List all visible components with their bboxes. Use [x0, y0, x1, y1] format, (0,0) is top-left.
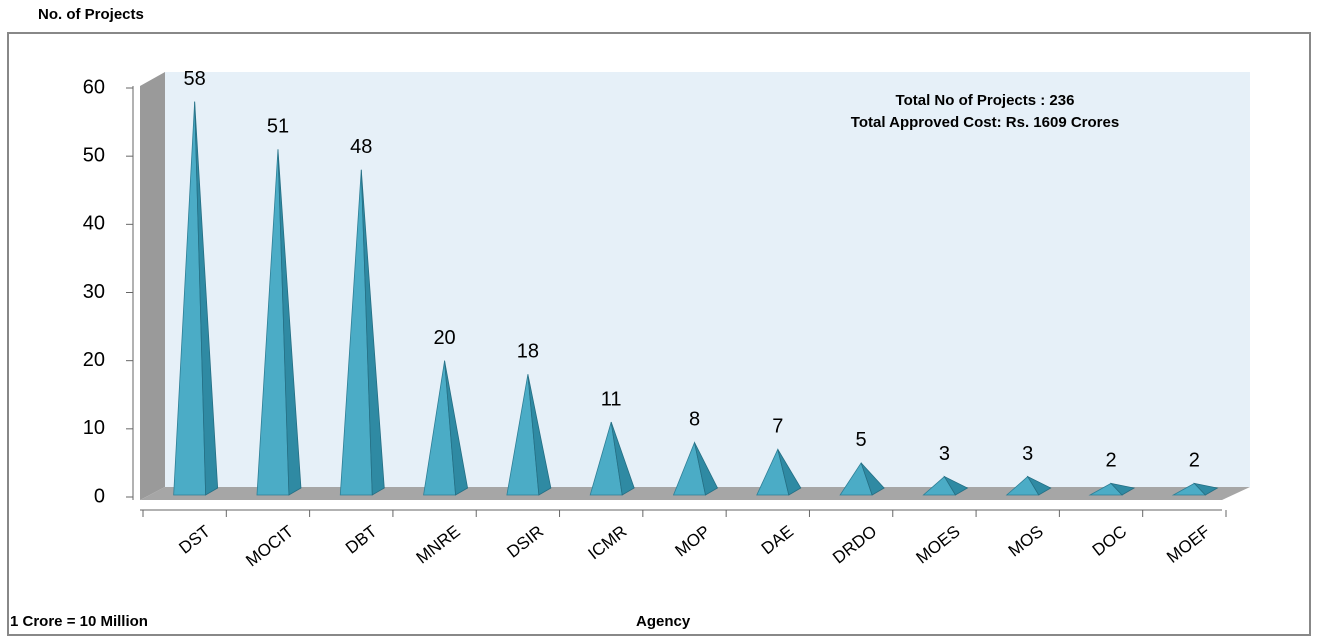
value-label: 48: [350, 136, 372, 158]
pyramid: [1088, 482, 1136, 496]
pyramid-side: [610, 421, 635, 496]
value-label: 5: [856, 429, 867, 451]
value-label: 3: [1022, 443, 1033, 465]
pyramid: [672, 441, 719, 496]
x-axis-label: Agency: [636, 613, 691, 630]
pyramid-side: [360, 169, 385, 496]
pyramid-side: [694, 442, 719, 496]
pyramid-side: [444, 360, 469, 496]
footnote: 1 Crore = 10 Million: [10, 613, 148, 630]
pyramid: [1171, 482, 1219, 496]
pyramid-side: [277, 149, 302, 496]
pyramid: [339, 169, 385, 496]
y-tick-label: 0: [94, 485, 105, 507]
pyramid-side: [527, 374, 552, 496]
pyramid: [423, 360, 469, 496]
pyramid-side: [777, 449, 802, 496]
pyramid: [839, 462, 885, 496]
annotation: Total Approved Cost: Rs. 1609 Crores: [851, 114, 1119, 131]
y-tick-label: 60: [83, 76, 105, 98]
value-label: 2: [1189, 450, 1200, 472]
y-tick-label: 50: [83, 144, 105, 166]
pyramid-side: [860, 462, 885, 496]
pyramid: [922, 475, 969, 496]
value-label: 8: [689, 409, 700, 431]
annotation: Total No of Projects : 236: [896, 92, 1075, 109]
y-tick-label: 30: [83, 281, 105, 303]
y-tick-label: 20: [83, 349, 105, 371]
side-wall: [140, 72, 165, 500]
value-label: 2: [1105, 450, 1116, 472]
value-label: 18: [517, 341, 539, 363]
pyramid-side: [194, 101, 219, 496]
pyramid: [1005, 475, 1052, 496]
value-label: 3: [939, 443, 950, 465]
pyramid-side: [1026, 475, 1052, 496]
value-label: 58: [184, 68, 206, 90]
pyramid-side: [1193, 482, 1219, 496]
back-wall: [165, 72, 1250, 487]
value-label: 7: [772, 416, 783, 438]
y-tick-label: 10: [83, 417, 105, 439]
value-label: 20: [433, 327, 455, 349]
pyramid: [506, 374, 552, 496]
pyramid-side: [943, 475, 969, 496]
y-axis-label: No. of Projects: [38, 6, 144, 23]
value-label: 11: [601, 388, 622, 410]
pyramid: [173, 101, 219, 496]
pyramid-side: [1109, 482, 1136, 496]
value-label: 51: [267, 116, 289, 138]
pyramid: [256, 149, 302, 496]
pyramid: [756, 448, 802, 496]
y-tick-label: 40: [83, 213, 105, 235]
pyramid: [589, 421, 635, 496]
